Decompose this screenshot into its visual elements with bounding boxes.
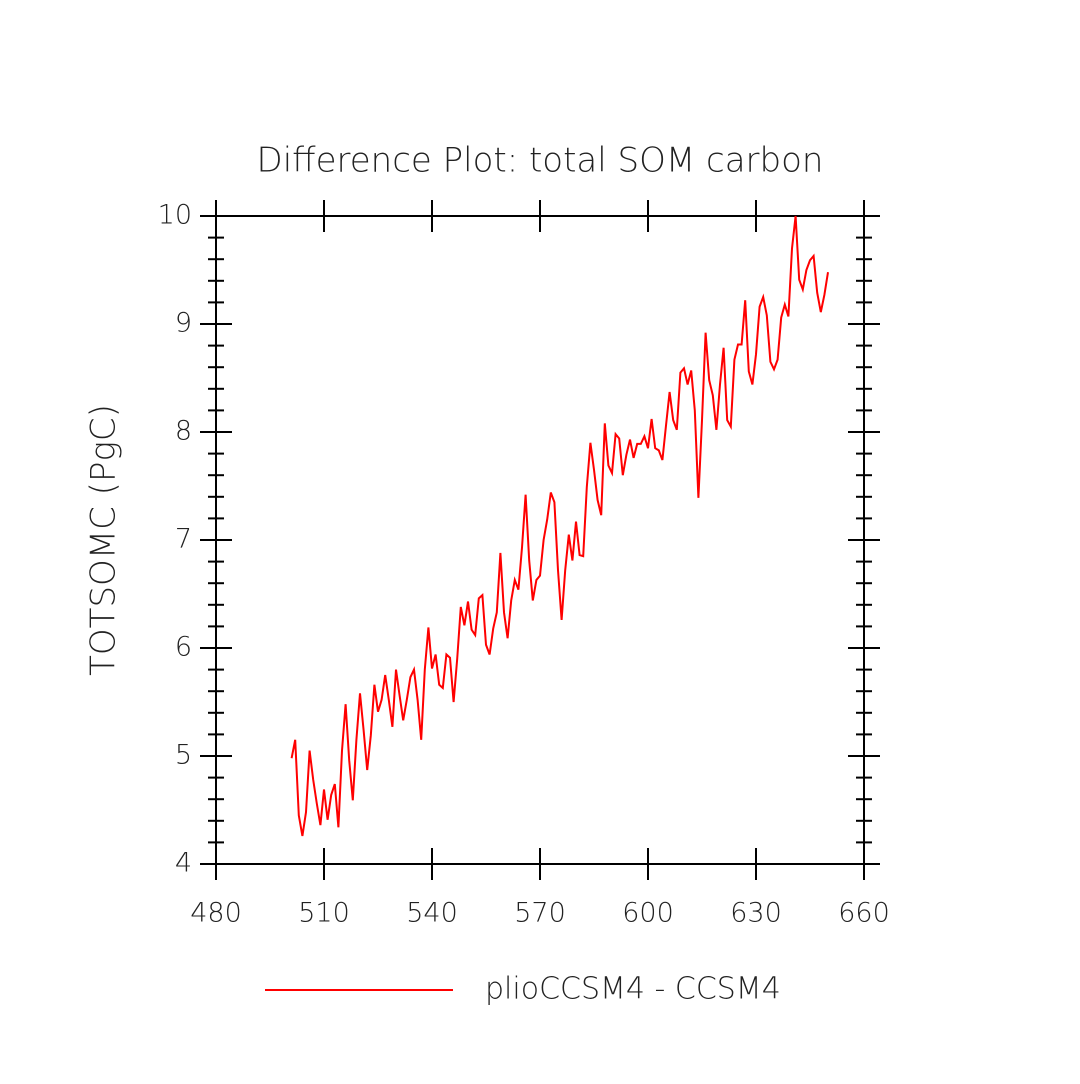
x-tick-label: 600 bbox=[622, 898, 674, 929]
y-tick-label: 4 bbox=[175, 848, 192, 879]
y-tick-label: 10 bbox=[158, 200, 192, 231]
y-tick-label: 6 bbox=[175, 632, 192, 663]
legend-label: plioCCSM4 - CCSM4 bbox=[485, 972, 781, 1007]
x-tick-label: 480 bbox=[190, 898, 242, 929]
y-tick-label: 7 bbox=[175, 524, 192, 555]
y-tick-label: 9 bbox=[175, 308, 192, 339]
x-tick-label: 630 bbox=[730, 898, 782, 929]
x-tick-label: 660 bbox=[838, 898, 890, 929]
y-tick-label: 8 bbox=[175, 416, 192, 447]
x-tick-label: 510 bbox=[298, 898, 350, 929]
y-axis-label: TOTSOMC (PgC) bbox=[84, 404, 124, 676]
chart-title: Difference Plot: total SOM carbon bbox=[257, 141, 824, 181]
x-tick-label: 570 bbox=[514, 898, 566, 929]
y-tick-label: 5 bbox=[175, 740, 192, 771]
data-line bbox=[290, 215, 829, 837]
x-tick-label: 540 bbox=[406, 898, 458, 929]
